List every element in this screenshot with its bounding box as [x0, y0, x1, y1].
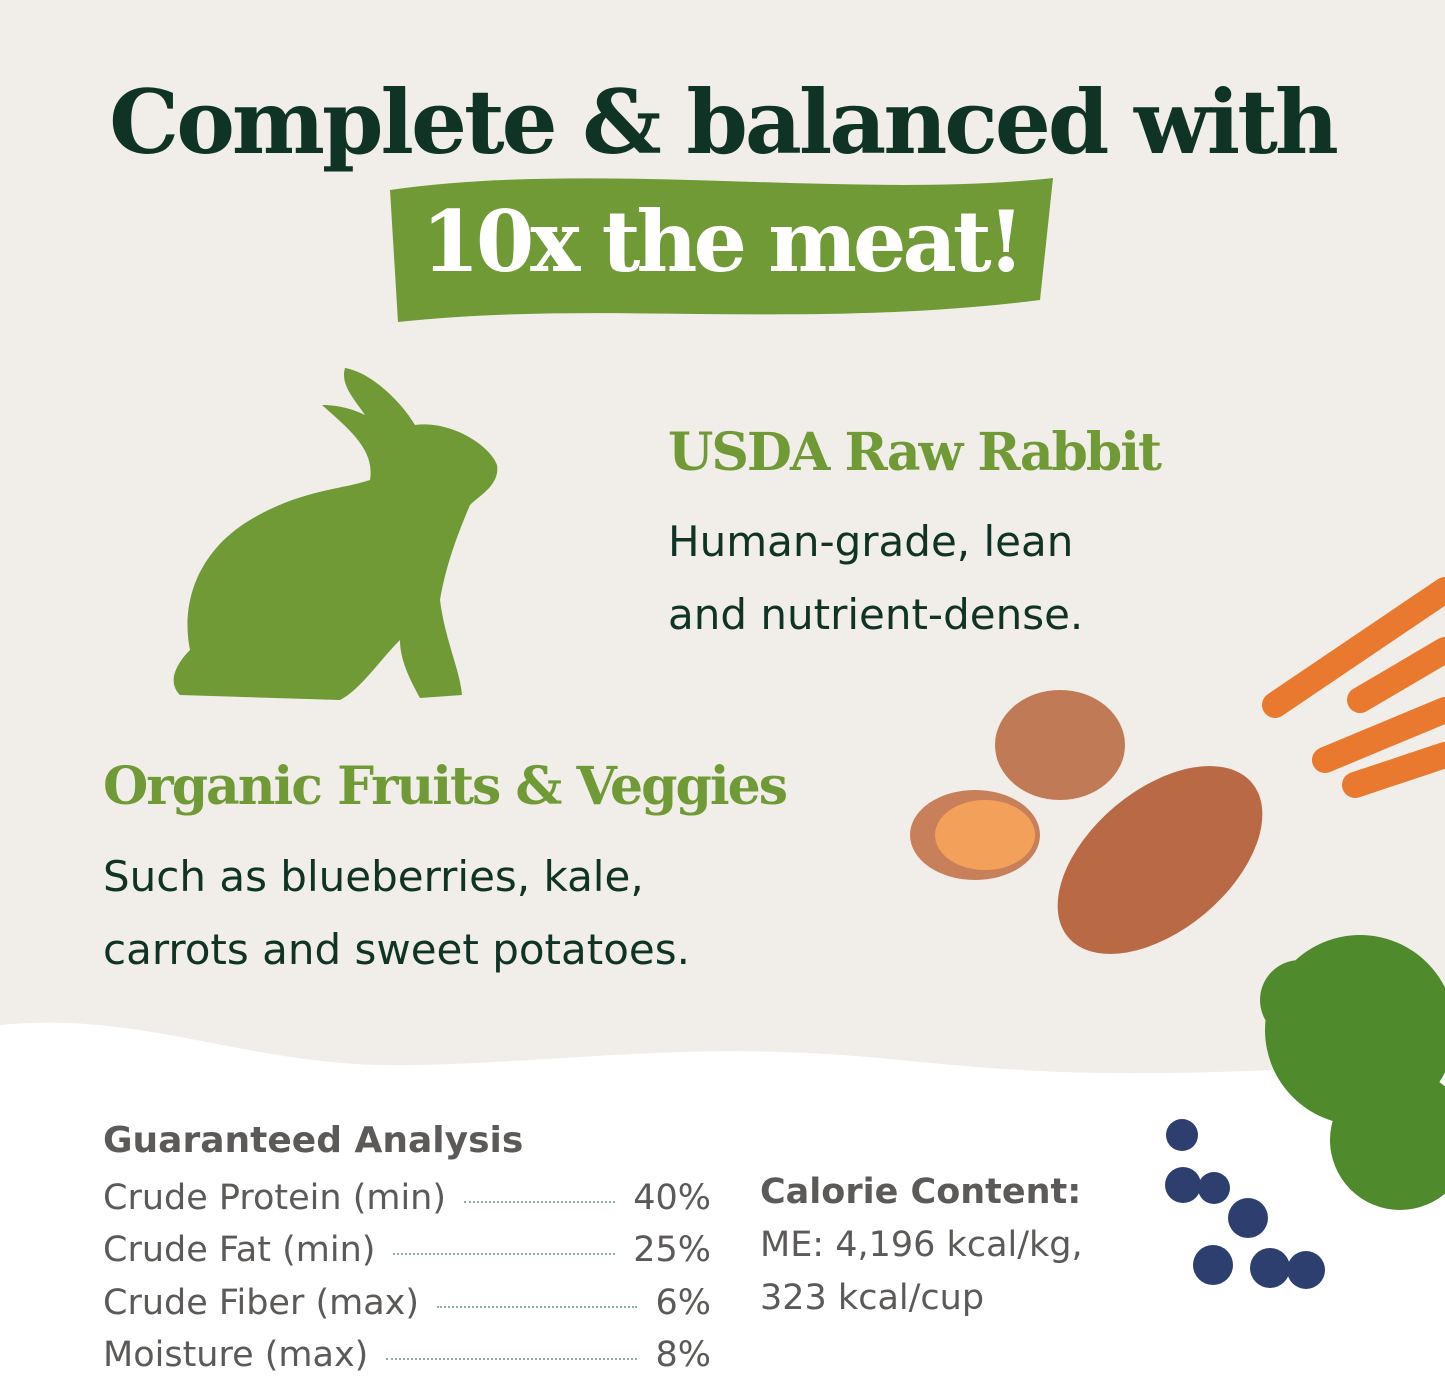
dotted-leader: [393, 1253, 616, 1255]
calorie-line1: ME: 4,196 kcal/kg,: [760, 1225, 1083, 1265]
row-value: 8%: [655, 1335, 711, 1375]
rabbit-line1: Human-grade, lean: [668, 517, 1074, 566]
row-value: 40%: [633, 1178, 711, 1218]
banner-shape: [390, 178, 1053, 322]
dotted-leader: [437, 1306, 638, 1308]
rabbit-silhouette-icon: [173, 368, 498, 700]
rabbit-line2: and nutrient-dense.: [668, 590, 1084, 639]
row-value: 25%: [633, 1230, 711, 1270]
veggies-line2: carrots and sweet potatoes.: [103, 925, 690, 974]
banner-text: 10x the meat!: [421, 192, 1024, 291]
row-label: Crude Fiber (max): [103, 1283, 420, 1323]
dotted-leader: [464, 1201, 616, 1203]
analysis-row: Crude Protein (min) 40%: [103, 1178, 711, 1218]
analysis-title: Guaranteed Analysis: [103, 1120, 524, 1161]
headline: Complete & balanced with: [109, 70, 1339, 174]
analysis-row: Crude Fat (min) 25%: [103, 1230, 711, 1270]
row-value: 6%: [655, 1283, 711, 1323]
carrot-image-icon: [1262, 577, 1445, 798]
veggies-title: Organic Fruits & Veggies: [103, 756, 788, 817]
analysis-row: Moisture (max) 8%: [103, 1335, 711, 1375]
sweet-potato-image-icon: [910, 690, 1263, 954]
calorie-title: Calorie Content:: [760, 1172, 1082, 1212]
kale-image-icon: [1260, 935, 1445, 1210]
row-label: Moisture (max): [103, 1335, 369, 1375]
calorie-line2: 323 kcal/cup: [760, 1278, 985, 1318]
row-label: Crude Protein (min): [103, 1178, 447, 1218]
rabbit-title: USDA Raw Rabbit: [668, 422, 1162, 483]
blueberry-image-icon: [1165, 1119, 1325, 1289]
veggies-line1: Such as blueberries, kale,: [103, 852, 644, 901]
row-label: Crude Fat (min): [103, 1230, 376, 1270]
analysis-row: Crude Fiber (max) 6%: [103, 1283, 711, 1323]
dotted-leader: [386, 1358, 638, 1360]
